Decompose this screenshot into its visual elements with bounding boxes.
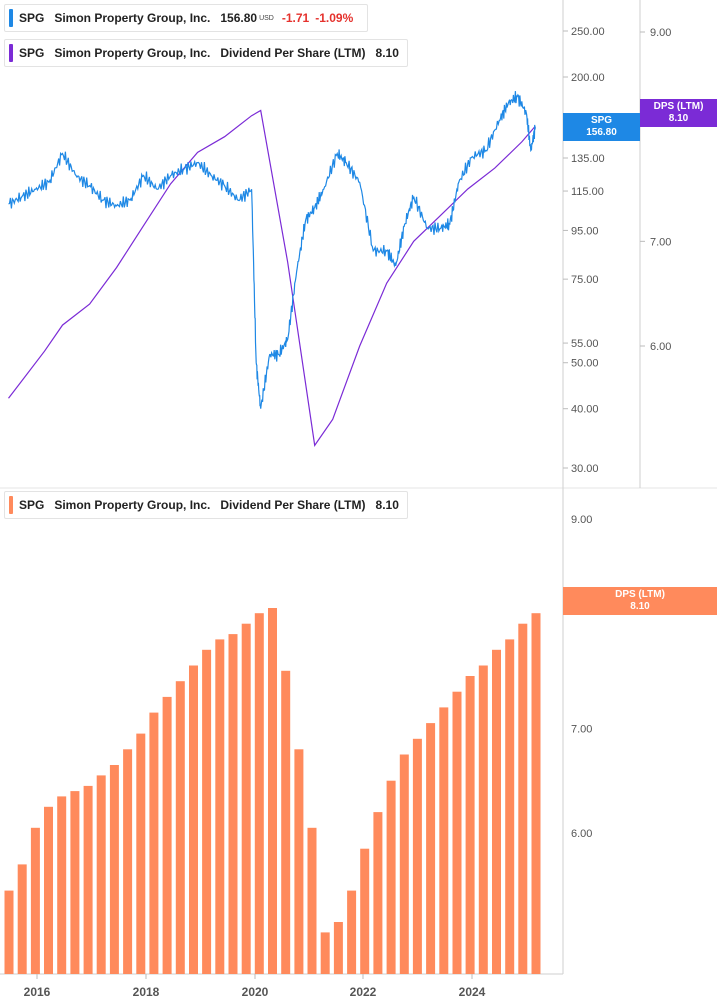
legend-ticker: SPG <box>19 46 45 60</box>
dps-bar <box>189 665 198 974</box>
price-tick-label: 75.00 <box>571 274 599 286</box>
legend-metric: Dividend Per Share (LTM) <box>220 498 366 512</box>
dps-top-tag: DPS (LTM) 8.10 <box>640 99 717 127</box>
dps-bar <box>57 796 67 974</box>
dps-bar <box>386 780 396 974</box>
dps-top-legend[interactable]: SPG Simon Property Group, Inc. Dividend … <box>4 39 408 67</box>
dps-bottom-tag-value: 8.10 <box>630 601 650 612</box>
dps-bar <box>17 864 27 974</box>
legend-metric: Dividend Per Share (LTM) <box>220 46 366 60</box>
bar-tick-label: 7.00 <box>571 723 592 735</box>
dps-bar <box>531 613 541 974</box>
price-tick-label: 40.00 <box>571 404 599 416</box>
x-tick-label: 2018 <box>133 985 160 999</box>
dps-bar <box>373 812 383 974</box>
dps-bar <box>70 791 80 974</box>
dps-bar <box>294 749 304 974</box>
dps-bar <box>465 676 475 974</box>
dps-bar <box>123 749 133 974</box>
price-line <box>8 91 536 409</box>
dps-bottom-tag: DPS (LTM) 8.10 <box>563 587 717 615</box>
legend-name: Simon Property Group, Inc. <box>54 11 211 25</box>
dps-top-tag-label: DPS (LTM) <box>653 101 704 112</box>
dps-bar <box>136 733 146 974</box>
dps-bar <box>241 623 251 974</box>
dps-top-swatch <box>9 44 13 62</box>
price-legend[interactable]: SPG Simon Property Group, Inc. 156.80 US… <box>4 4 369 32</box>
dps-line <box>8 109 536 447</box>
price-tag: SPG 156.80 <box>563 113 640 141</box>
dps-bar <box>83 785 93 974</box>
legend-name: Simon Property Group, Inc. <box>54 498 211 512</box>
dps-bottom-swatch <box>9 496 13 514</box>
dps-bar <box>268 608 277 974</box>
dps-bar <box>228 634 238 974</box>
legend-currency: USD <box>259 14 274 22</box>
dps-bar <box>412 738 422 974</box>
legend-change-pct: -1.09% <box>315 11 354 25</box>
dps-bar <box>518 623 528 974</box>
dps-tick-label: 6.00 <box>650 341 671 353</box>
price-tag-ticker: SPG <box>590 115 613 126</box>
price-tick-label: 115.00 <box>571 186 604 198</box>
dps-tick-label: 9.00 <box>650 27 671 39</box>
price-tag-value: 156.80 <box>586 127 617 138</box>
legend-name: Simon Property Group, Inc. <box>54 46 211 60</box>
dps-bar <box>149 712 159 974</box>
dps-bar <box>333 922 343 974</box>
legend-change: -1.71 <box>281 11 310 25</box>
legend-ticker: SPG <box>19 498 45 512</box>
dps-bar <box>505 639 515 974</box>
bar-axis-ticks: 9.00 7.00 6.00 <box>571 514 592 840</box>
price-tick-label: 135.00 <box>571 153 605 165</box>
dps-bar <box>452 691 462 974</box>
dps-bar <box>426 723 436 974</box>
dps-bottom-tag-label: DPS (LTM) <box>615 589 665 600</box>
price-tick-label: 95.00 <box>571 225 599 237</box>
dps-bar <box>44 806 53 974</box>
dps-bar <box>96 775 106 974</box>
price-axis-ticks: 250.00 200.00 135.00 115.00 95.00 75.00 55.00 5… <box>563 26 605 475</box>
dps-bottom-legend[interactable]: SPG Simon Property Group, Inc. Dividend … <box>4 491 408 519</box>
dps-bar <box>399 754 409 974</box>
dps-bar <box>215 639 225 974</box>
dps-bar <box>281 670 291 974</box>
dps-bar <box>360 848 370 974</box>
x-tick-label: 2024 <box>459 985 486 999</box>
dps-bar <box>4 890 14 974</box>
dps-bars <box>4 608 541 974</box>
legend-value: 8.10 <box>375 498 399 512</box>
dps-bar <box>175 681 185 974</box>
legend-price: 156.80 <box>220 11 258 25</box>
x-axis-ticks: 2016 2018 2020 2022 2024 <box>24 974 486 999</box>
dps-bar <box>439 707 449 974</box>
dps-bar <box>307 827 317 974</box>
x-tick-label: 2016 <box>24 985 51 999</box>
legend-value: 8.10 <box>375 46 399 60</box>
legend-ticker: SPG <box>19 11 45 25</box>
dps-bar <box>254 613 264 974</box>
dps-top-tag-value: 8.10 <box>668 113 689 124</box>
dps-bar <box>347 890 357 974</box>
bar-tick-label: 9.00 <box>571 514 592 526</box>
dps-bar <box>162 696 172 974</box>
dps-bar <box>30 827 40 974</box>
x-tick-label: 2020 <box>242 985 269 999</box>
dps-tick-label: 7.00 <box>650 236 671 248</box>
dps-bar <box>492 649 501 974</box>
price-tick-label: 250.00 <box>571 26 605 38</box>
x-tick-label: 2022 <box>350 985 377 999</box>
dps-bar <box>320 932 330 974</box>
price-tick-label: 200.00 <box>571 72 605 84</box>
price-swatch <box>9 9 13 27</box>
dps-bar <box>109 765 119 974</box>
dps-bar <box>202 649 212 974</box>
bar-tick-label: 6.00 <box>571 828 592 840</box>
dps-axis-ticks: 9.00 7.00 6.00 <box>640 27 671 353</box>
price-tick-label: 50.00 <box>571 358 599 370</box>
price-tick-label: 55.00 <box>571 338 599 350</box>
price-tick-label: 30.00 <box>571 463 599 475</box>
dps-bar <box>478 665 488 974</box>
